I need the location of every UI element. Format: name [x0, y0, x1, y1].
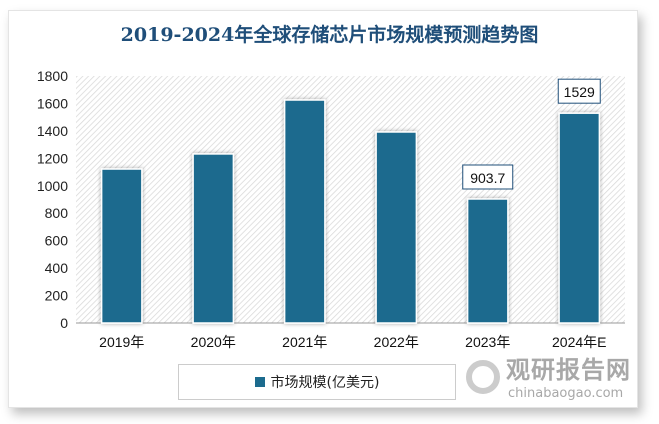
- bar: [375, 131, 418, 324]
- y-tick-label: 1000: [37, 178, 68, 194]
- y-tick-label: 800: [45, 205, 69, 221]
- bar: [192, 153, 235, 324]
- chart-title: 2019-2024年全球存储芯片市场规模预测趋势图: [120, 24, 539, 46]
- legend-swatch: [254, 377, 265, 387]
- x-tick-label: 2021年: [282, 334, 327, 350]
- x-tick-label: 2022年: [374, 334, 419, 350]
- y-tick-label: 400: [45, 260, 69, 276]
- x-tick-label: 2024年E: [552, 334, 606, 350]
- watermark-logo-icon: [466, 360, 500, 394]
- data-label: 903.7: [470, 170, 505, 186]
- watermark-en: chinabaogao.com: [508, 386, 624, 401]
- y-tick-label: 0: [60, 315, 68, 331]
- y-tick-label: 1800: [37, 68, 68, 84]
- data-label-box: [557, 78, 601, 104]
- watermark: 观研报告网 chinabaogao.com: [466, 356, 636, 406]
- x-tick-label: 2023年: [465, 334, 510, 350]
- y-tick-label: 1600: [37, 95, 68, 111]
- bar: [100, 168, 143, 324]
- x-tick-label: 2020年: [191, 334, 236, 350]
- y-tick-label: 1400: [37, 123, 68, 139]
- legend-label: 市场规模(亿美元): [270, 375, 380, 391]
- bar: [283, 99, 326, 324]
- y-tick-label: 200: [45, 288, 69, 304]
- y-tick-label: 1200: [37, 150, 68, 166]
- bar: [466, 198, 509, 324]
- x-tick-label: 2019年: [99, 334, 144, 350]
- data-label-box: [462, 164, 514, 190]
- plot-area: [76, 76, 625, 323]
- data-label: 1529: [564, 84, 595, 100]
- bar: [558, 112, 601, 324]
- y-tick-label: 600: [45, 233, 69, 249]
- legend: 市场规模(亿美元): [178, 364, 456, 400]
- watermark-cn: 观研报告网: [506, 356, 631, 384]
